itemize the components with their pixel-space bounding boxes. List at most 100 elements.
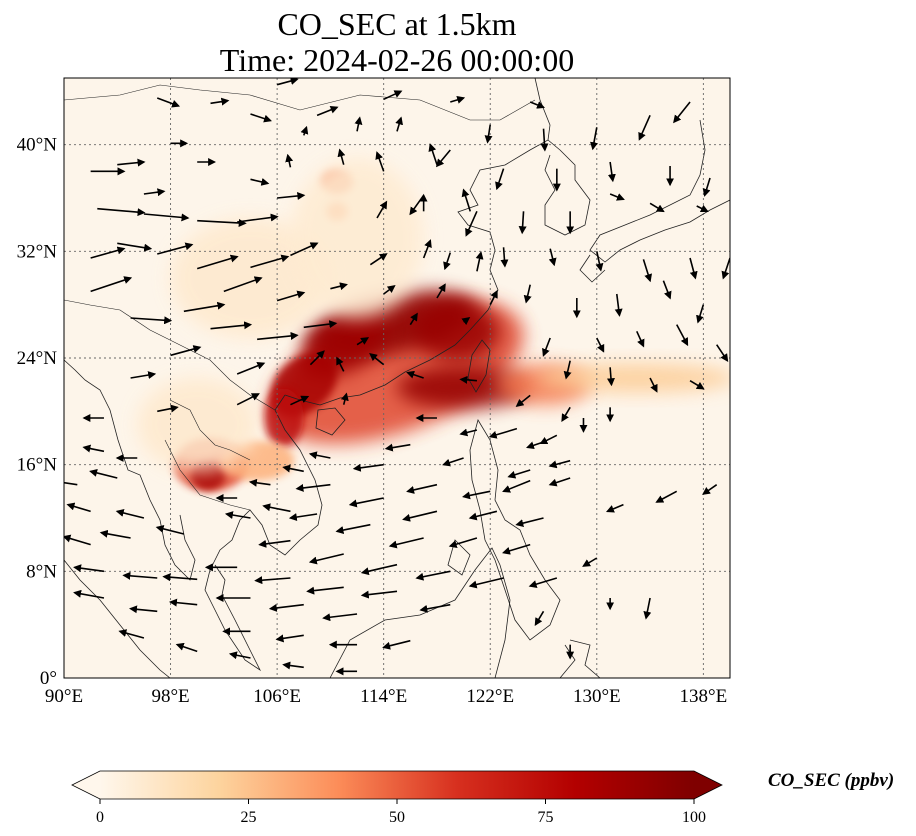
wind-arrow [156,97,181,108]
wind-arrow [523,284,532,304]
longitude-tick-label: 114°E [360,686,407,707]
wind-arrow [607,161,616,183]
colorbar-ticks: 0 25 50 75 100 [96,799,706,826]
wind-arrow [489,289,498,306]
wind-arrow [716,344,729,362]
wind-arrow [526,441,544,450]
wind-arrow [515,394,531,408]
wind-arrow [183,301,226,313]
wind-arrow [468,510,498,521]
wind-arrow [288,513,318,522]
wind-arrow [561,406,571,423]
wind-arrow [162,573,198,582]
wind-arrow [582,557,598,567]
colorbar-tick-label: 75 [538,809,554,826]
wind-arrow [330,282,348,291]
wind-arrow [542,337,551,357]
wind-arrow [488,427,518,439]
wind-arrow [606,367,615,387]
wind-arrow [254,576,291,585]
colorbar-tick-label: 50 [389,809,405,826]
wind-arrow [500,247,509,268]
wind-arrow [210,97,230,106]
wind-arrow [175,642,198,653]
wind-vectors [64,78,730,676]
wind-arrow [295,483,331,492]
longitude-tick-label: 130°E [573,686,621,707]
wind-arrow [340,392,349,405]
wind-arrow [649,377,658,393]
map-subtitle-time: Time: 2024-02-26 00:00:00 [219,42,575,78]
wind-arrow [369,253,388,266]
wind-arrow [143,188,166,197]
wind-arrow [375,151,385,172]
wind-arrow [236,361,266,375]
latitude-ticks: 0° 8°N 16°N 24°N 32°N 40°N [17,135,58,689]
wind-arrow [450,96,466,104]
latitude-tick-label: 32°N [17,241,58,262]
wind-arrow [360,590,398,599]
wind-arrow [406,370,424,379]
wind-arrow [636,331,645,348]
wind-arrow [475,251,484,272]
wind-arrow [696,304,705,324]
wind-arrow [689,257,698,280]
wind-arrow [465,211,478,237]
wind-arrow [459,375,477,384]
wind-arrow [428,143,438,165]
wind-arrow [90,246,126,259]
colorbar-max-extension [694,771,722,799]
wind-arrow [275,634,304,643]
wind-arrow [99,529,131,539]
wind-arrow [285,153,294,168]
wind-arrow [64,534,91,546]
wind-arrow [548,477,571,487]
wind-arrow [262,503,291,513]
colorbar-tick-label: 0 [96,809,104,826]
wind-arrow [282,661,304,670]
wind-arrow [461,188,472,212]
latitude-tick-label: 40°N [17,135,58,156]
wind-arrow [406,483,438,494]
wind-arrow [422,239,432,259]
wind-arrow [382,639,411,650]
wind-arrow [383,285,396,295]
latitude-tick-label: 8°N [26,561,57,582]
wind-arrow [300,125,309,136]
wind-arrow [395,116,403,132]
wind-arrow [540,128,549,152]
wind-arrow [228,651,251,660]
wind-arrow [348,497,384,508]
wind-arrow [157,242,194,255]
colorbar-tick-label: 100 [682,809,706,826]
wind-arrow [236,393,260,406]
latitude-tick-label: 16°N [17,455,58,476]
wind-arrow [468,577,504,589]
wind-arrow [529,101,546,109]
wind-arrow [435,149,451,168]
map-frame [63,77,731,679]
longitude-ticks: 90°E 98°E 106°E 114°E 122°E 130°E 138°E [45,686,727,707]
wind-arrow [97,207,146,217]
wind-arrow [495,168,505,191]
map-panel [64,78,730,678]
wind-arrow [419,603,451,613]
wind-arrow [282,464,304,473]
wind-arrow [696,204,709,213]
wind-arrow [655,490,678,503]
wind-arrow [250,177,270,186]
wind-arrow [461,317,471,326]
wind-arrow [82,444,105,453]
wind-arrow [352,463,384,472]
wind-arrow [89,469,118,479]
wind-arrow [388,537,424,549]
wind-arrow [336,356,345,372]
wind-arrow [642,259,652,283]
wind-arrow [64,481,78,486]
wind-arrow [528,577,558,588]
wind-arrow [276,78,299,86]
wind-arrow [369,352,385,366]
co-plume [170,218,331,338]
wind-arrow [415,570,451,581]
